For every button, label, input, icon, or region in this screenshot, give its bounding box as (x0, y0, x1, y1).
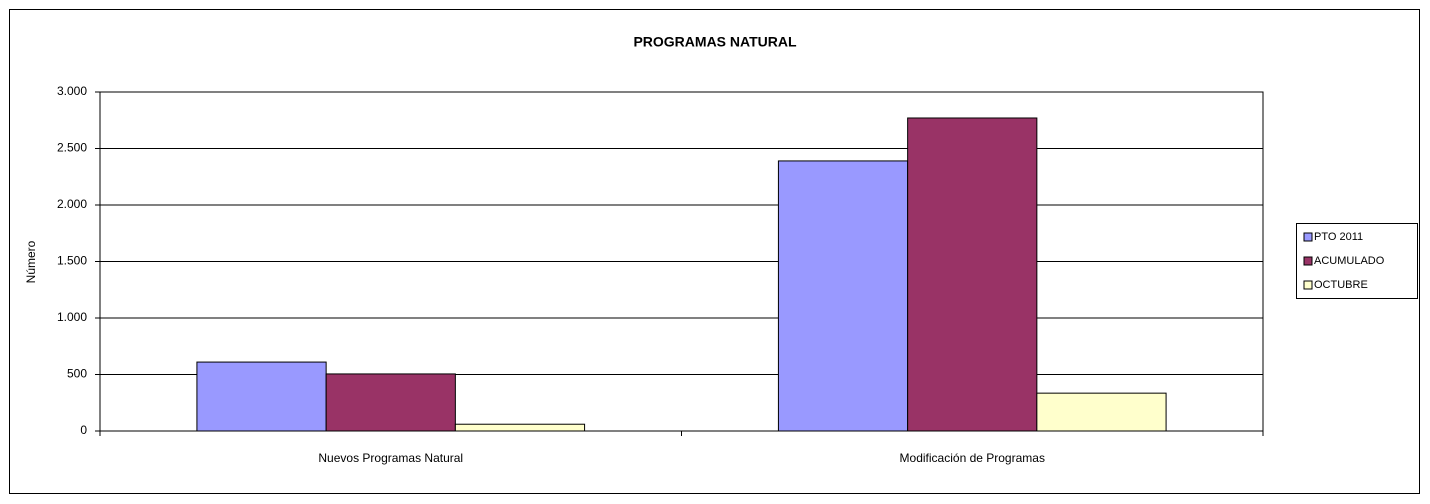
bar (325, 373, 456, 432)
legend-box (1296, 223, 1418, 299)
y-tick-label: 1.500 (57, 254, 87, 268)
legend-swatch (1303, 232, 1313, 242)
y-tick-label: 2.000 (57, 197, 87, 211)
y-tick-label: 2.500 (57, 141, 87, 155)
chart-title: PROGRAMAS NATURAL (633, 34, 797, 50)
legend-label: ACUMULADO (1314, 255, 1385, 267)
x-tick-label: Nuevos Programas Natural (318, 451, 463, 465)
legend-swatch (1303, 280, 1313, 290)
y-tick-label: 500 (67, 367, 87, 381)
y-axis-label: Número (24, 240, 38, 283)
legend-label: PTO 2011 (1314, 231, 1363, 243)
bar (454, 423, 586, 432)
x-tick-label: Modificación de Programas (900, 451, 1045, 465)
y-tick-label: 3.000 (57, 84, 87, 98)
bar (907, 117, 1038, 432)
legend-swatch (1303, 256, 1313, 266)
bar (196, 361, 327, 432)
y-tick-label: 1.000 (57, 310, 87, 324)
bar (1036, 392, 1167, 432)
legend-label: OCTUBRE (1314, 279, 1368, 291)
bar (777, 160, 909, 432)
y-tick-label: 0 (80, 423, 87, 437)
